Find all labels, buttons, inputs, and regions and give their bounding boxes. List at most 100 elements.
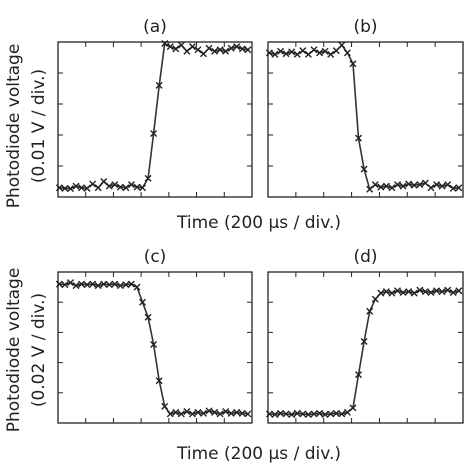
data-point <box>355 134 363 142</box>
data-point <box>449 184 457 192</box>
top-ylabel-line1: Photodiode voltage <box>4 44 24 209</box>
panel-title: (b) <box>353 17 377 37</box>
data-point <box>421 288 429 296</box>
data-point <box>144 174 152 182</box>
data-point <box>265 410 273 418</box>
data-point <box>216 46 224 54</box>
data-point <box>238 45 246 53</box>
panel-d: (d) <box>265 247 464 424</box>
data-point <box>100 178 108 185</box>
data-point <box>455 184 463 192</box>
data-point <box>61 184 69 192</box>
data-point <box>327 50 335 58</box>
data-point <box>282 50 290 58</box>
data-point <box>433 181 441 189</box>
data-point <box>105 281 113 289</box>
data-point <box>338 410 346 418</box>
chart-panels: (a) (b) (c) (d) <box>55 17 464 424</box>
data-point <box>293 409 301 417</box>
top-xlabel: Time (200 μs / div.) <box>176 213 341 233</box>
data-point <box>222 408 230 416</box>
data-point <box>338 41 346 49</box>
data-point <box>55 184 63 192</box>
data-point <box>155 377 163 385</box>
data-point <box>427 184 435 192</box>
data-point <box>144 313 152 321</box>
data-point <box>288 411 296 419</box>
panel-title: (d) <box>353 247 377 267</box>
data-point <box>177 41 185 49</box>
plot-frame <box>267 271 464 424</box>
data-point <box>299 47 307 55</box>
data-point <box>150 340 158 348</box>
data-point <box>127 280 135 288</box>
data-point <box>55 280 63 288</box>
data-point <box>371 181 379 189</box>
data-point <box>316 409 324 417</box>
data-point <box>421 179 429 187</box>
panel-c: (c) <box>55 247 253 424</box>
data-point <box>360 165 368 173</box>
data-point <box>327 410 335 418</box>
data-point <box>438 288 446 296</box>
data-point <box>321 47 329 55</box>
data-point <box>455 287 463 295</box>
data-point <box>444 181 452 189</box>
data-point <box>394 181 402 189</box>
data-point <box>355 371 363 379</box>
data-point <box>72 182 80 190</box>
data-point <box>316 49 324 57</box>
data-point <box>161 402 169 410</box>
data-point <box>416 181 424 189</box>
plot-frame <box>267 41 464 198</box>
panel-a: (a) <box>55 17 253 198</box>
data-point <box>183 408 191 416</box>
series-line <box>59 42 248 190</box>
data-point <box>399 289 407 297</box>
data-point <box>222 47 230 55</box>
data-point <box>183 47 191 55</box>
data-point <box>343 408 351 416</box>
data-point <box>271 50 279 58</box>
data-point <box>188 43 196 51</box>
plot-frame <box>57 41 253 198</box>
data-point <box>166 410 174 418</box>
data-point <box>139 298 147 306</box>
data-point <box>83 281 91 289</box>
data-point <box>382 182 390 190</box>
data-point <box>61 281 69 289</box>
panel-b: (b) <box>265 17 464 198</box>
top-ylabel: Photodiode voltage <box>4 44 24 209</box>
series-line <box>59 281 248 415</box>
data-point <box>433 287 441 295</box>
data-point <box>111 280 119 288</box>
data-point <box>205 407 213 415</box>
series-line <box>269 43 459 191</box>
data-point <box>277 47 285 55</box>
data-point <box>288 48 296 56</box>
data-point <box>200 50 207 58</box>
data-point <box>233 408 241 416</box>
data-point <box>227 409 235 417</box>
data-point <box>449 289 457 297</box>
data-point <box>211 47 219 55</box>
data-point <box>271 411 279 419</box>
data-point <box>100 280 108 288</box>
data-point <box>172 408 180 416</box>
data-point <box>89 280 97 288</box>
data-point <box>188 410 196 418</box>
data-point <box>172 45 180 53</box>
top-ylabel-units: (0.01 V / div.) <box>29 69 49 183</box>
top-ylabel-line2: (0.01 V / div.) <box>29 69 49 183</box>
data-point <box>133 183 141 191</box>
data-point <box>410 289 418 297</box>
bottom-xlabel: Time (200 μs / div.) <box>176 444 341 464</box>
data-point <box>216 410 224 418</box>
data-point <box>105 182 113 190</box>
data-point <box>388 289 396 297</box>
data-point <box>94 282 102 290</box>
data-point <box>349 60 357 68</box>
data-point <box>94 184 102 192</box>
data-point <box>161 40 169 48</box>
